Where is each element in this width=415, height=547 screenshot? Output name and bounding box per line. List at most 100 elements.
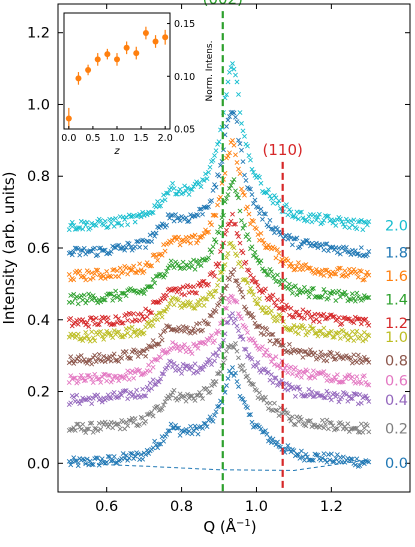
data-point-0-4-44 bbox=[132, 395, 138, 400]
data-point-0-4-22 bbox=[99, 399, 105, 405]
data-point-1-0-42 bbox=[129, 324, 135, 330]
data-point-0-4-131 bbox=[263, 367, 268, 373]
data-point-0-0-74 bbox=[177, 432, 183, 438]
data-point-1-0-46 bbox=[135, 327, 141, 333]
data-point-0-8-79 bbox=[185, 325, 190, 331]
data-point-0-8-40 bbox=[126, 355, 132, 361]
data-point-1-0-123 bbox=[251, 292, 256, 298]
data-point-0-6-32 bbox=[114, 375, 120, 381]
data-point-2-0-55 bbox=[149, 210, 155, 215]
data-point-0-0-27 bbox=[107, 454, 113, 460]
data-point-0-6-6 bbox=[75, 379, 81, 384]
data-point-2-0-170 bbox=[321, 217, 327, 223]
data-point-0-4-63 bbox=[161, 371, 167, 377]
data-point-0-6-38 bbox=[123, 372, 129, 378]
data-point-1-6-81 bbox=[188, 240, 193, 246]
data-point-0-8-61 bbox=[158, 332, 164, 338]
data-point-1-2-180 bbox=[336, 315, 342, 320]
data-point-0-2-84 bbox=[192, 398, 198, 403]
data-point-0-6-9 bbox=[80, 376, 86, 381]
data-point-1-2-183 bbox=[340, 315, 346, 321]
data-point-1-2-150 bbox=[291, 314, 297, 320]
data-point-0-2-182 bbox=[339, 421, 345, 427]
data-point-1-4-29 bbox=[110, 297, 116, 303]
data-point-0-8-41 bbox=[128, 356, 134, 361]
data-point-0-0-39 bbox=[125, 457, 131, 463]
data-point-0-6-61 bbox=[158, 355, 164, 360]
data-point-2-0-83 bbox=[191, 184, 196, 189]
inset-point-0 bbox=[65, 115, 72, 122]
data-point-1-6-0 bbox=[66, 272, 72, 277]
data-point-1-0-151 bbox=[292, 329, 298, 335]
data-point-1-4-139 bbox=[275, 272, 280, 278]
data-point-1-8-4 bbox=[72, 245, 78, 251]
data-point-2-0-45 bbox=[134, 213, 140, 219]
data-point-1-8-148 bbox=[288, 235, 294, 241]
data-point-2-0-185 bbox=[343, 216, 349, 222]
data-point-1-0-51 bbox=[143, 324, 149, 330]
data-point-0-2-38 bbox=[123, 419, 129, 425]
data-point-0-6-125 bbox=[254, 343, 259, 349]
data-point-0-8-127 bbox=[257, 323, 262, 329]
data-point-1-6-113 bbox=[236, 166, 241, 172]
data-point-0-0-78 bbox=[183, 427, 189, 432]
data-point-1-4-34 bbox=[117, 297, 123, 302]
data-point-1-8-150 bbox=[291, 236, 297, 242]
data-point-1-0-80 bbox=[186, 302, 192, 308]
data-point-2-0-147 bbox=[287, 207, 292, 212]
data-point-1-6-177 bbox=[331, 271, 337, 277]
inset-x-tick-label-4: 2.0 bbox=[158, 133, 173, 144]
data-point-1-4-95 bbox=[209, 249, 214, 255]
data-point-1-8-47 bbox=[137, 244, 143, 250]
data-point-1-2-136 bbox=[270, 292, 276, 298]
data-point-0-2-138 bbox=[273, 407, 279, 413]
inset-point-10 bbox=[162, 34, 169, 41]
data-point-1-6-193 bbox=[355, 274, 361, 280]
data-point-0-6-20 bbox=[96, 376, 102, 382]
data-point-0-8-159 bbox=[304, 351, 310, 357]
data-point-2-0-166 bbox=[315, 214, 321, 220]
data-point-1-4-16 bbox=[90, 293, 96, 298]
series-0-8 bbox=[66, 267, 372, 367]
data-point-1-8-199 bbox=[364, 252, 370, 258]
y-axis-title: Intensity (arb. units) bbox=[0, 171, 18, 324]
data-point-0-8-123 bbox=[251, 315, 256, 321]
data-point-1-6-21 bbox=[98, 275, 104, 281]
data-point-1-8-129 bbox=[260, 216, 265, 222]
data-point-0-4-49 bbox=[140, 386, 146, 392]
labels-layer: 0.0 0.2 0.4 0.6 0.8 1.01.2 1.4 1.6 1.8 2.0 bbox=[385, 218, 408, 471]
data-point-1-2-168 bbox=[318, 312, 324, 318]
data-point-0-6-56 bbox=[150, 364, 156, 370]
data-point-0-8-30 bbox=[111, 351, 117, 357]
data-point-0-0-129 bbox=[260, 429, 265, 435]
data-point-1-2-167 bbox=[316, 319, 322, 325]
data-point-0-4-160 bbox=[306, 386, 312, 392]
data-point-1-4-127 bbox=[257, 260, 262, 266]
data-point-2-0-4 bbox=[72, 226, 78, 232]
data-point-2-0-63 bbox=[161, 192, 167, 198]
data-point-0-2-70 bbox=[171, 387, 177, 393]
data-point-0-2-56 bbox=[150, 413, 156, 419]
data-point-1-4-135 bbox=[269, 269, 274, 275]
data-point-1-8-115 bbox=[239, 147, 244, 153]
data-point-0-4-61 bbox=[158, 376, 164, 382]
data-point-0-4-1 bbox=[68, 400, 74, 406]
data-point-2-0-145 bbox=[284, 202, 289, 208]
data-point-0-8-98 bbox=[213, 309, 219, 314]
data-point-1-2-109 bbox=[230, 211, 235, 217]
data-point-1-0-96 bbox=[210, 294, 216, 300]
data-point-1-4-148 bbox=[288, 286, 294, 292]
data-point-1-6-197 bbox=[361, 277, 367, 282]
data-point-1-0-45 bbox=[134, 333, 140, 338]
data-point-1-2-54 bbox=[147, 310, 153, 315]
data-point-1-4-153 bbox=[295, 287, 301, 292]
data-point-0-0-136 bbox=[270, 436, 276, 442]
data-point-0-4-88 bbox=[198, 365, 204, 370]
data-point-1-4-11 bbox=[83, 300, 89, 306]
data-point-1-0-13 bbox=[86, 336, 92, 342]
data-point-0-0-76 bbox=[180, 429, 186, 435]
data-point-1-6-168 bbox=[318, 272, 324, 277]
data-point-0-8-23 bbox=[101, 353, 107, 359]
data-point-1-2-100 bbox=[216, 261, 222, 266]
data-point-0-8-0 bbox=[66, 360, 72, 366]
